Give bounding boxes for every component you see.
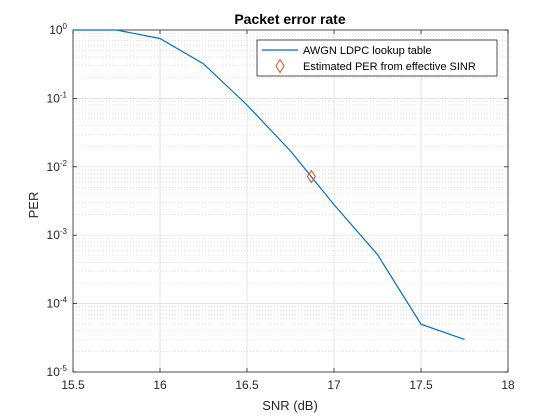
y-tick-base: 10	[47, 297, 61, 311]
legend-entry-estimated: Estimated PER from effective SINR	[303, 61, 476, 73]
chart-title: Packet error rate	[234, 11, 346, 27]
x-tick-label: 16.5	[235, 378, 259, 392]
y-tick-exponent: -2	[60, 159, 68, 168]
x-tick-labels: 15.5 16 16.5 17 17.5 18	[61, 378, 515, 392]
legend-box	[256, 39, 498, 77]
legend: AWGN LDPC lookup table Estimated PER fro…	[256, 39, 498, 77]
y-tick-exponent: 0	[63, 22, 68, 31]
axis-ticks	[72, 29, 509, 373]
x-tick-label: 17	[327, 378, 341, 392]
y-tick-label: 10-3	[47, 227, 68, 242]
legend-entry-lookup: AWGN LDPC lookup table	[303, 45, 432, 57]
x-axis-label: SNR (dB)	[262, 398, 318, 413]
series	[73, 29, 465, 340]
y-tick-label: 10-4	[47, 296, 68, 311]
y-tick-base: 10	[47, 365, 61, 379]
x-tick-label: 16	[153, 378, 167, 392]
y-axis-label: PER	[26, 192, 41, 219]
y-tick-base: 10	[47, 160, 61, 174]
plot-area	[72, 29, 509, 373]
y-tick-label: 10-5	[47, 364, 68, 379]
y-tick-exponent: -3	[60, 227, 68, 236]
estimated-per-marker	[306, 169, 316, 184]
y-tick-base: 10	[49, 23, 63, 37]
grid	[72, 29, 509, 373]
x-tick-label: 17.5	[409, 378, 433, 392]
x-tick-label: 15.5	[61, 378, 85, 392]
series-line-lookup	[73, 29, 465, 340]
y-tick-base: 10	[47, 91, 61, 105]
y-tick-label: 10-2	[47, 159, 68, 174]
x-tick-label: 18	[501, 378, 515, 392]
y-tick-base: 10	[47, 228, 61, 242]
y-tick-exponent: -4	[60, 296, 68, 305]
legend-diamond-swatch	[275, 58, 285, 74]
y-tick-label: 10-1	[47, 90, 68, 105]
y-tick-exponent: -1	[60, 90, 68, 99]
y-tick-label: 100	[49, 22, 67, 37]
y-tick-exponent: -5	[60, 364, 68, 373]
